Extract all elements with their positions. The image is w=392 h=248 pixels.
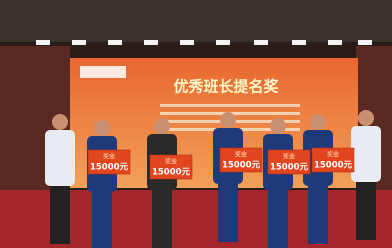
board-label: 奖金 xyxy=(103,153,115,161)
legs xyxy=(268,186,288,248)
page: {"screen": {"title": "优秀班长提名奖"}, "boards… xyxy=(0,0,392,248)
legs xyxy=(308,182,328,244)
board-amount: 15000元 xyxy=(90,163,129,173)
screen-title: 优秀班长提名奖 xyxy=(173,78,279,96)
legs xyxy=(218,180,238,242)
head xyxy=(310,114,326,130)
torso xyxy=(45,130,75,186)
head xyxy=(52,114,68,130)
legs xyxy=(356,178,376,240)
legs xyxy=(92,188,112,248)
head xyxy=(154,118,170,134)
board-amount: 15000元 xyxy=(314,161,353,171)
ceiling xyxy=(0,0,392,42)
board-label: 奖金 xyxy=(165,158,177,166)
head xyxy=(220,112,236,128)
board-amount: 15000元 xyxy=(152,168,191,178)
torso xyxy=(351,126,381,182)
board-amount: 15000元 xyxy=(222,161,261,171)
board-amount: 15000元 xyxy=(270,163,309,173)
legs xyxy=(152,186,172,248)
head xyxy=(270,118,286,134)
head xyxy=(358,110,374,126)
logo xyxy=(80,66,126,78)
head xyxy=(94,120,110,136)
legs xyxy=(50,182,70,244)
board-label: 奖金 xyxy=(327,151,339,159)
photo: 优秀班长提名奖 奖金15000元奖金15000元奖金15000元奖金15000元… xyxy=(0,0,392,248)
board-label: 奖金 xyxy=(235,151,247,159)
board-label: 奖金 xyxy=(283,153,295,161)
